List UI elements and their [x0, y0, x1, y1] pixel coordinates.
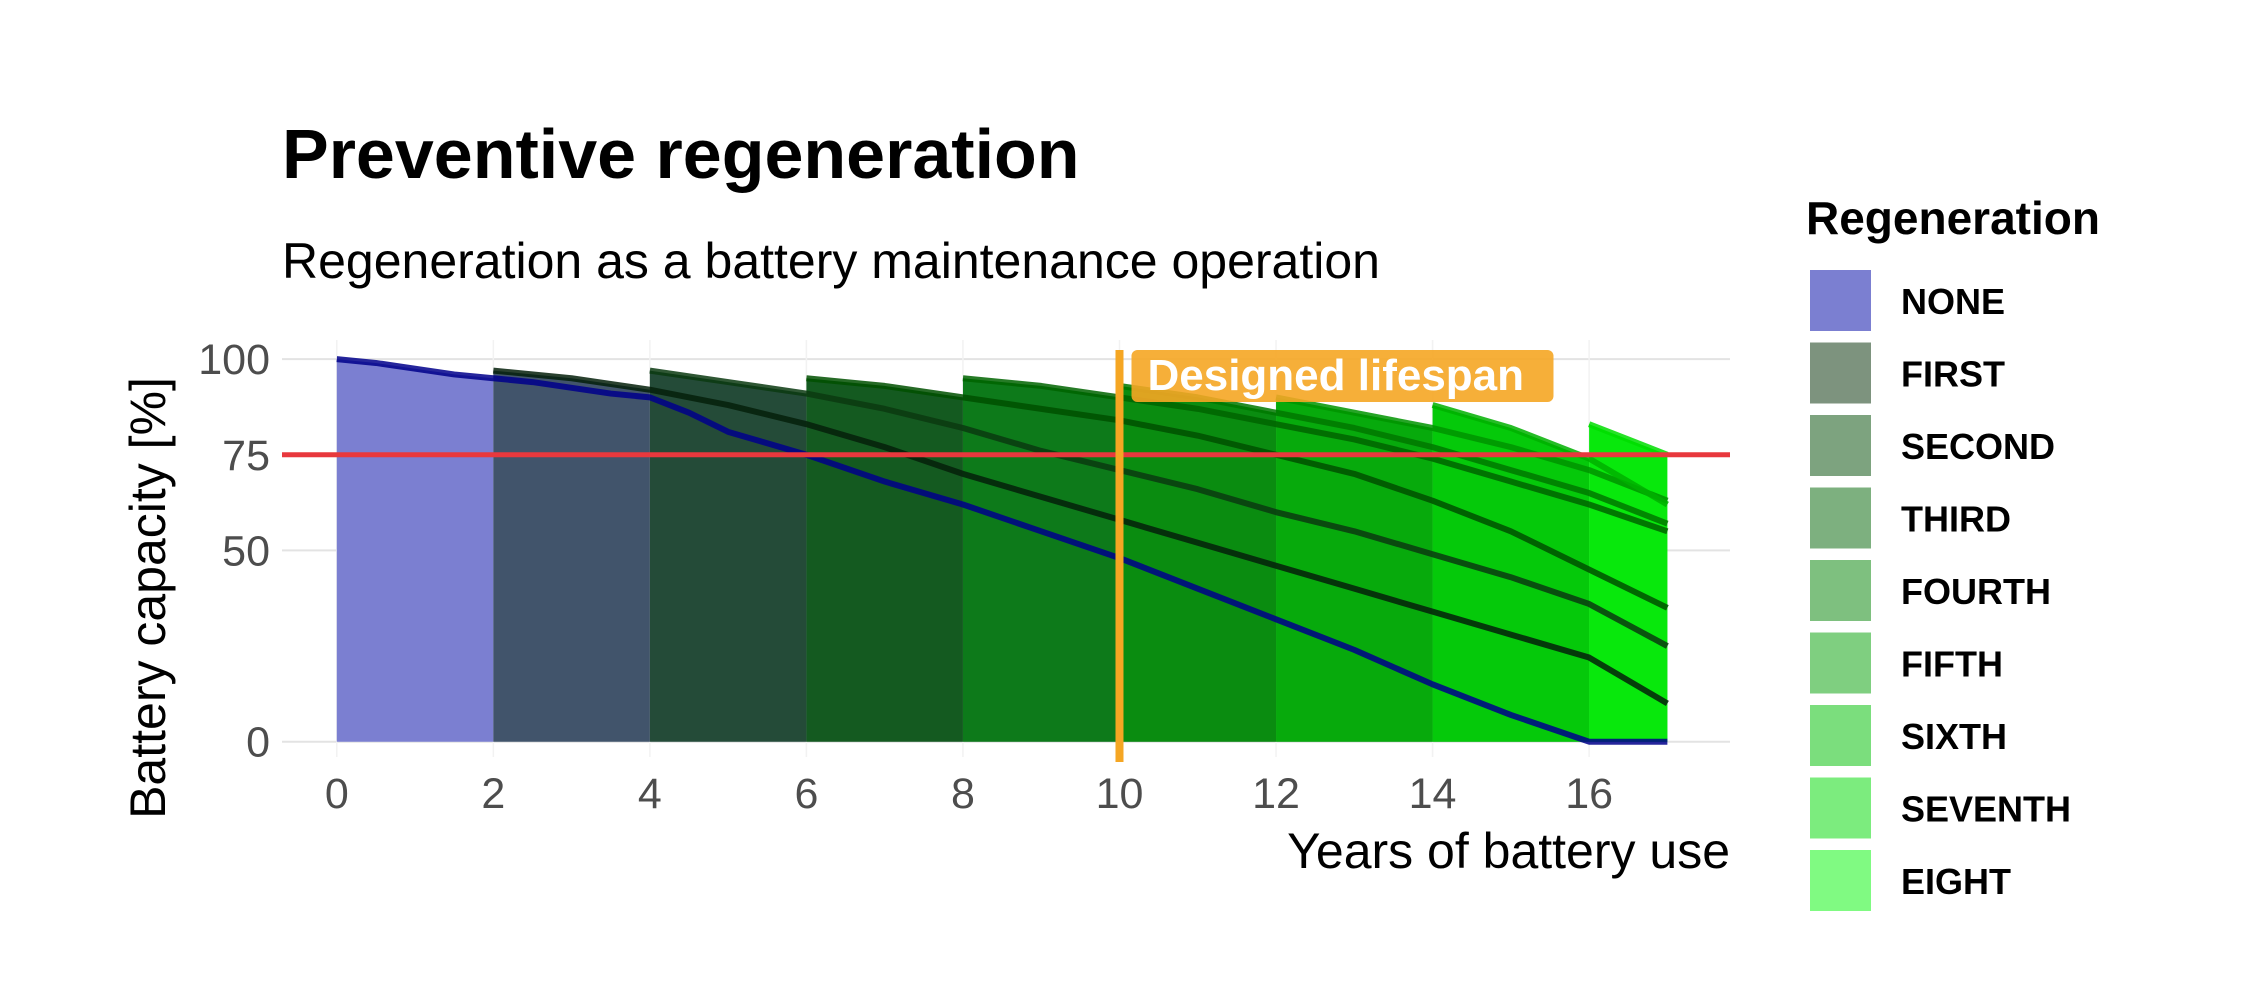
- legend-swatch-third: [1810, 487, 1871, 549]
- x-tick-label: 4: [638, 770, 662, 818]
- x-tick-label: 0: [325, 770, 349, 818]
- legend-swatch-fifth: [1810, 632, 1871, 694]
- chart-subtitle: Regeneration as a battery maintenance op…: [282, 233, 1380, 289]
- x-tick-label: 2: [481, 770, 505, 818]
- legend-label-third: THIRD: [1901, 499, 2011, 540]
- lifespan-label: Designed lifespan: [1147, 351, 1524, 400]
- chart-title: Preventive regeneration: [282, 115, 1080, 193]
- line-fourth: [962, 375, 1669, 535]
- y-tick-label: 50: [222, 527, 270, 575]
- x-tick-label: 12: [1252, 770, 1300, 818]
- legend-swatch-first: [1810, 342, 1871, 404]
- line-first: [493, 367, 1669, 707]
- line-seventh: [1431, 402, 1669, 508]
- legend-swatch-sixth: [1810, 705, 1871, 766]
- line-none: [336, 356, 1668, 745]
- reference-lines: Designed lifespan: [282, 350, 1730, 762]
- area-second: [649, 370, 807, 742]
- line-third: [806, 375, 1669, 611]
- legend-swatch-none: [1810, 270, 1871, 331]
- axis-ticks: 0 2 4 6 8 10 12 14 16 0 50 75 100: [198, 336, 1613, 818]
- legend-label-none: NONE: [1901, 281, 2005, 322]
- legend: Regeneration NONE FIRST SECOND THIRD FOURTH F…: [1806, 192, 2100, 911]
- y-tick-label: 75: [222, 432, 270, 480]
- y-tick-label: 0: [246, 719, 270, 767]
- line-sixth: [1275, 394, 1669, 504]
- x-tick-label: 10: [1096, 770, 1144, 818]
- line-second: [649, 367, 1669, 649]
- legend-title: Regeneration: [1806, 192, 2100, 244]
- x-tick-label: 16: [1565, 770, 1613, 818]
- area-none: [336, 359, 494, 742]
- legend-label-first: FIRST: [1901, 354, 2005, 395]
- legend-label-sixth: SIXTH: [1901, 716, 2007, 757]
- legend-label-fifth: FIFTH: [1901, 644, 2003, 685]
- area-fourth: [962, 378, 1120, 742]
- x-tick-label: 6: [794, 770, 818, 818]
- legend-swatch-second: [1810, 415, 1871, 476]
- area-sixth: [1276, 397, 1433, 742]
- legend-swatch-fourth: [1810, 560, 1871, 621]
- legend-label-eight: EIGHT: [1901, 861, 2011, 902]
- area-seventh: [1432, 405, 1590, 742]
- area-first: [493, 370, 650, 742]
- y-tick-label: 100: [198, 336, 270, 384]
- legend-swatch-eight: [1810, 850, 1871, 911]
- legend-label-fourth: FOURTH: [1901, 571, 2051, 612]
- legend-label-second: SECOND: [1901, 426, 2055, 467]
- legend-swatch-seventh: [1810, 777, 1871, 839]
- line-eight: [1588, 421, 1669, 458]
- x-tick-label: 14: [1409, 770, 1457, 818]
- area-fifth: [1119, 385, 1277, 742]
- series-lines: [336, 356, 1669, 745]
- x-tick-label: 8: [951, 770, 975, 818]
- legend-label-seventh: SEVENTH: [1901, 789, 2071, 830]
- y-axis-label: Battery capacity [%]: [120, 377, 176, 819]
- lifespan-label-box: [1131, 350, 1554, 402]
- x-axis-label: Years of battery use: [1287, 823, 1730, 879]
